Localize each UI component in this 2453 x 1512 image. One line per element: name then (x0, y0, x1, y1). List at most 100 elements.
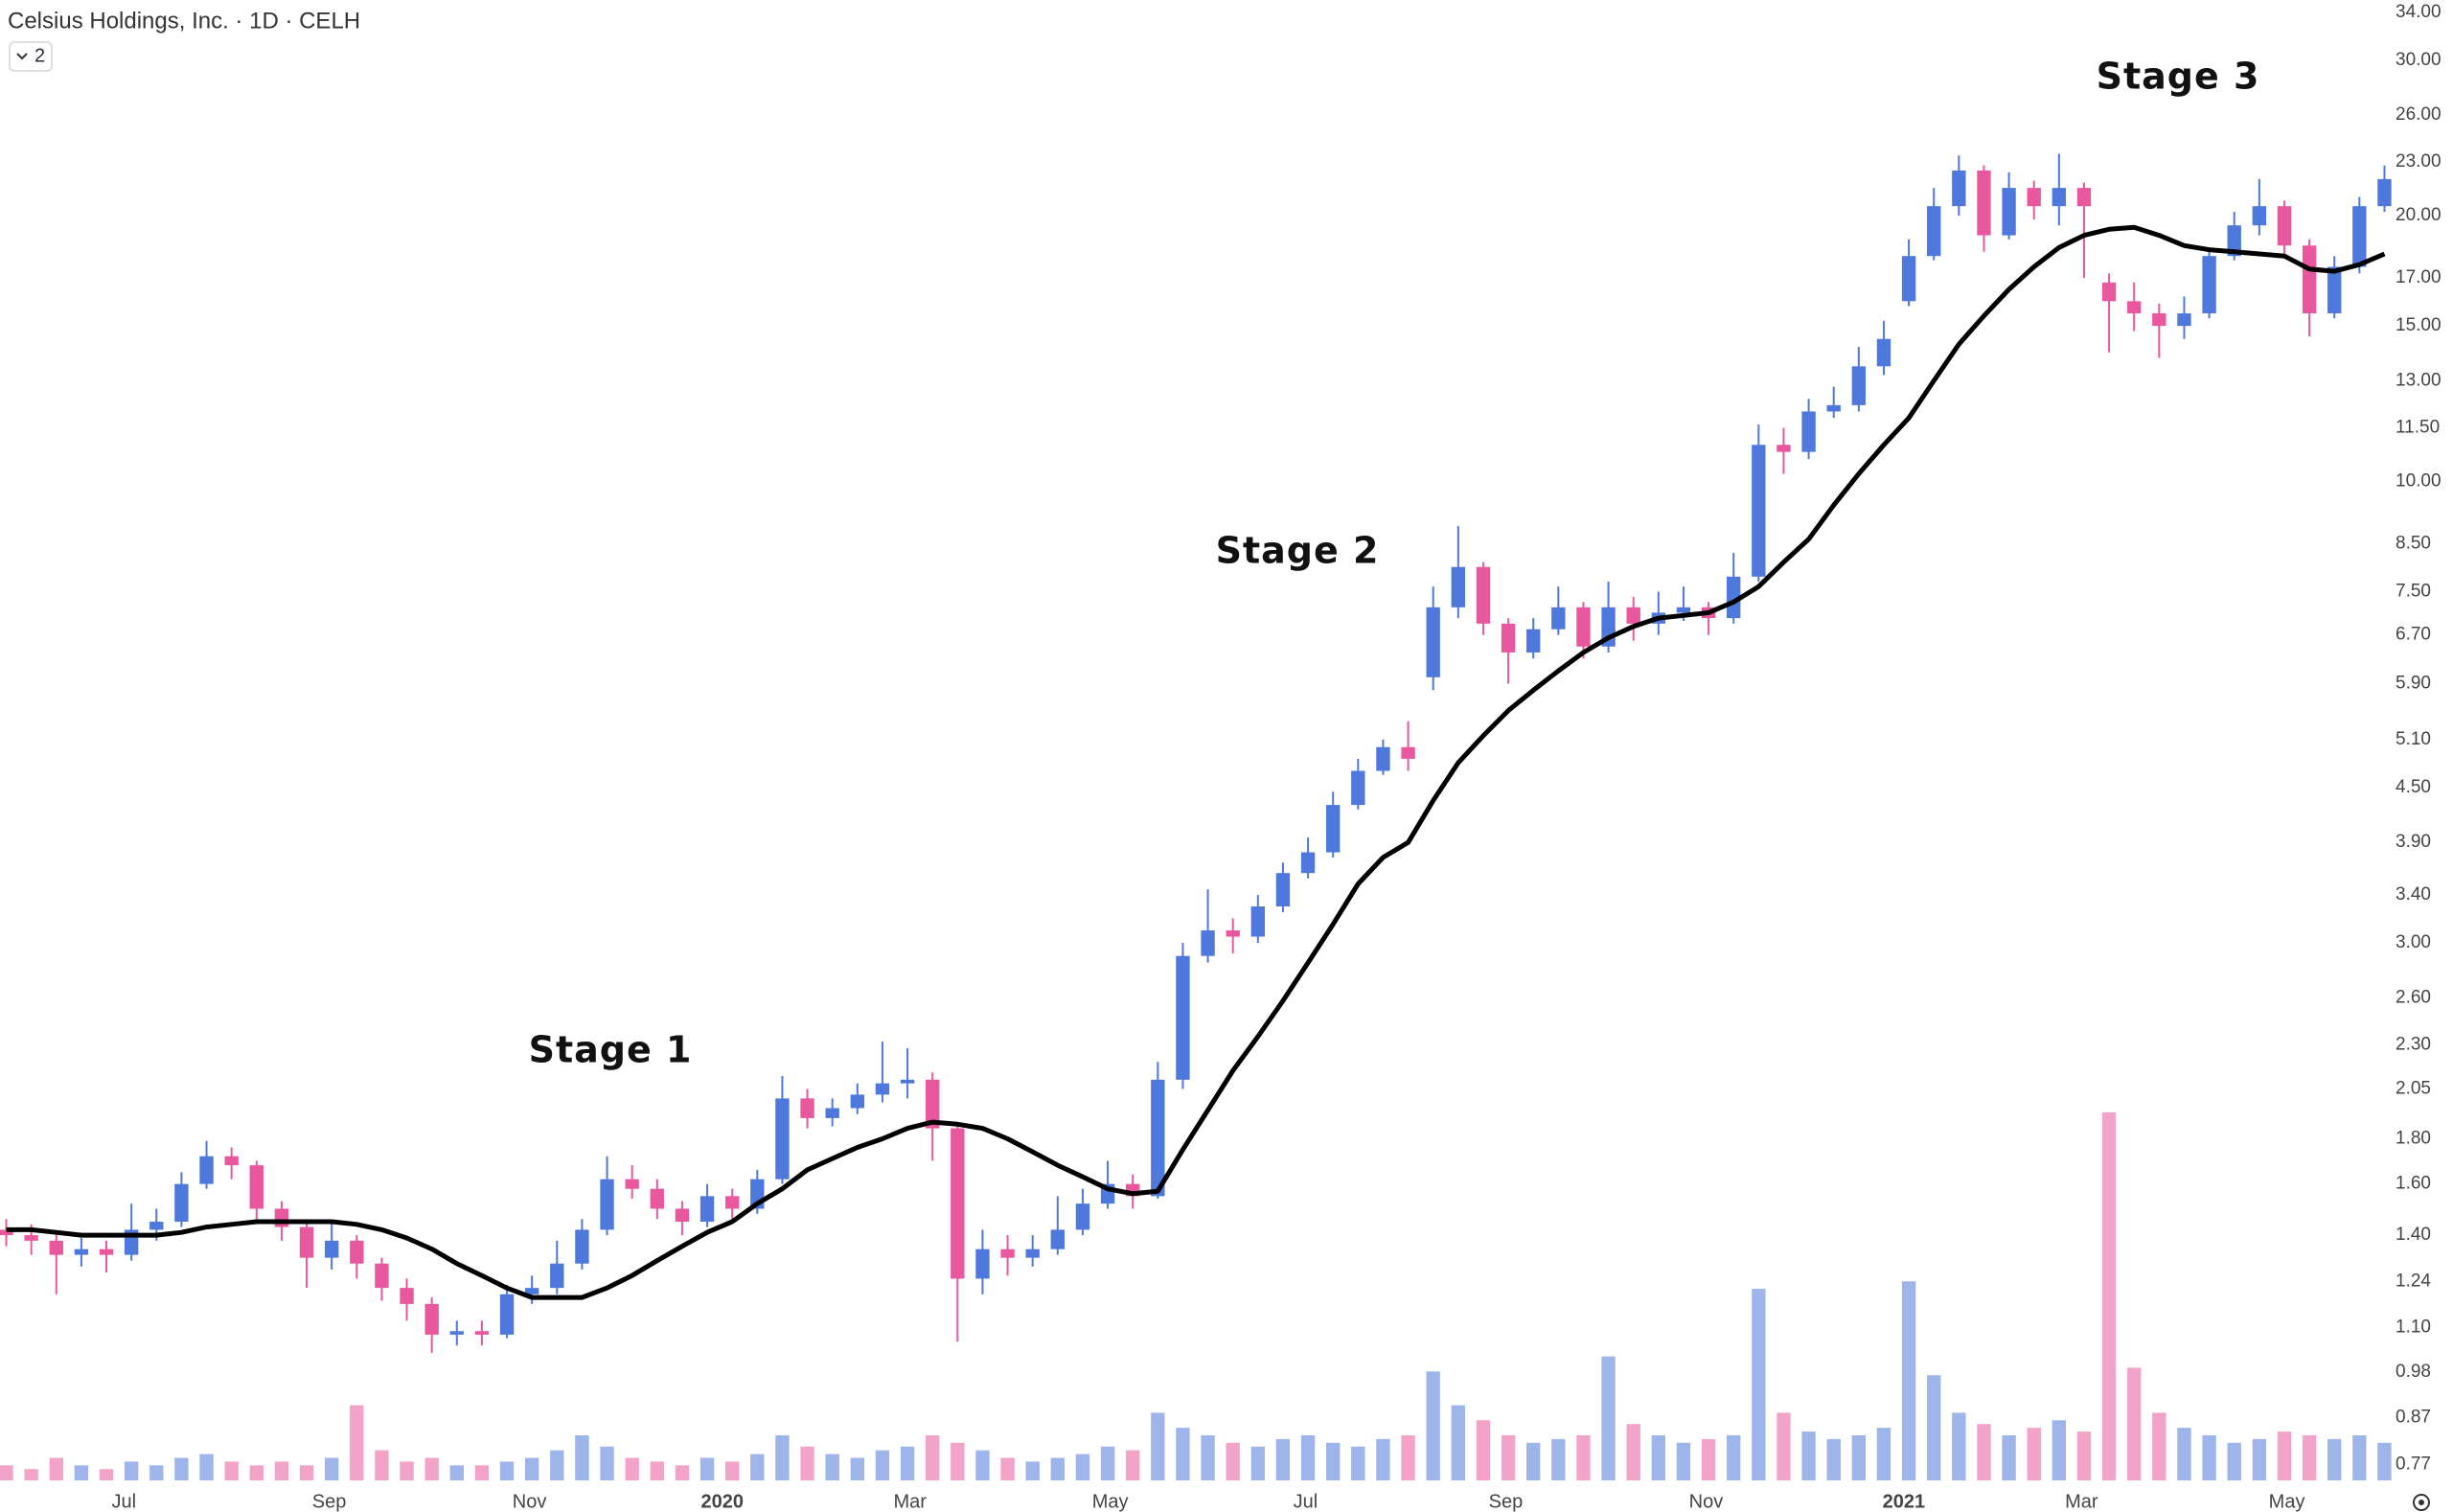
candle-body (400, 1288, 414, 1304)
candle-body (1275, 873, 1291, 907)
indicator-toggle[interactable] (9, 41, 53, 72)
volume-bar (2252, 1438, 2267, 1480)
volume-bar (2052, 1420, 2067, 1480)
volume-bar (699, 1457, 715, 1480)
x-tick-label: Mar (2065, 1491, 2098, 1512)
x-tick-label: 2020 (700, 1491, 744, 1512)
candle-body (499, 1294, 515, 1335)
volume-bar (1476, 1420, 1491, 1480)
candle-body (699, 1196, 715, 1223)
candle-body (1351, 770, 1365, 806)
y-tick-label: 2.30 (2396, 1034, 2431, 1054)
candle-body (1551, 607, 1566, 630)
volume-bar (900, 1446, 915, 1480)
volume-bar (375, 1450, 389, 1480)
candle-body (1801, 411, 1816, 452)
chevron-icon (16, 53, 28, 60)
volume-bar (2352, 1434, 2367, 1480)
candle-body (1626, 607, 1640, 624)
volume-bar (1801, 1432, 1816, 1480)
volume-bar (2227, 1442, 2241, 1480)
y-tick-label: 8.50 (2396, 533, 2431, 553)
volume-bar (2202, 1434, 2216, 1480)
volume-bar (1826, 1438, 1841, 1480)
moving-average-line (6, 224, 2386, 1300)
candle-body (2002, 188, 2016, 236)
y-tick-label: 5.10 (2396, 729, 2431, 749)
volume-bar (1551, 1438, 1566, 1480)
candle-body (1952, 170, 1966, 207)
volume-bar (1351, 1446, 1365, 1480)
volume-bar (975, 1450, 990, 1480)
candle-body (1326, 805, 1341, 853)
settings-ring[interactable] (2413, 1494, 2430, 1511)
y-tick-label: 4.50 (2396, 777, 2431, 797)
candle-body (1451, 566, 1466, 607)
candle-body (1501, 623, 1516, 653)
candle-body (1250, 906, 1265, 937)
y-tick-label: 1.80 (2396, 1129, 2431, 1149)
volume-bar (600, 1446, 614, 1480)
candle-body (1526, 629, 1541, 653)
candle-body (199, 1156, 214, 1184)
volume-bar (750, 1454, 765, 1480)
volume-bar (1451, 1405, 1466, 1480)
volume-bar (850, 1457, 864, 1480)
volume-bar (1275, 1438, 1291, 1480)
candle-body (1927, 206, 1941, 257)
candle-body (625, 1179, 639, 1189)
stage-annotation: Stage 2 (1216, 530, 1380, 572)
y-tick-label: 26.00 (2396, 104, 2442, 125)
volume-bar (174, 1457, 189, 1480)
y-tick-label: 3.40 (2396, 884, 2431, 905)
volume-bar (775, 1434, 790, 1480)
volume-bar (2101, 1111, 2117, 1480)
volume-bar (249, 1465, 264, 1480)
candle-body (2101, 282, 2117, 302)
stage-annotation: Stage 3 (2097, 56, 2260, 98)
candle-body (1752, 445, 1766, 577)
volume-bar (675, 1465, 690, 1480)
candle-body (825, 1108, 839, 1118)
y-tick-label: 1.10 (2396, 1317, 2431, 1338)
volume-bar (800, 1446, 814, 1480)
volume-bar (1601, 1356, 1616, 1480)
candle-body (99, 1249, 114, 1255)
volume-bar (124, 1461, 139, 1480)
volume-bar (1901, 1281, 1916, 1480)
volume-bar (550, 1450, 564, 1480)
indicator-count[interactable]: 2 (34, 45, 45, 66)
candle-body (249, 1165, 264, 1209)
settings-icon[interactable] (2413, 1494, 2430, 1511)
volume-bar (1851, 1434, 1867, 1480)
candle-body (1876, 338, 1891, 367)
volume-bar (1300, 1434, 1316, 1480)
candle-body (49, 1240, 63, 1255)
volume-bar (1376, 1438, 1390, 1480)
candle-body (375, 1263, 389, 1289)
volume-bar (149, 1465, 164, 1480)
y-tick-label: 3.90 (2396, 832, 2431, 852)
volume-bar (1651, 1434, 1666, 1480)
candle-body (2027, 188, 2041, 207)
candle-body (74, 1249, 89, 1255)
candle-body (900, 1079, 915, 1084)
y-tick-label: 7.50 (2396, 582, 2431, 602)
candle-body (775, 1098, 790, 1180)
volume-bar (2002, 1434, 2016, 1480)
candle-body (1376, 746, 1390, 771)
x-tick-label: Mar (893, 1491, 927, 1512)
volume-bar (199, 1454, 214, 1480)
settings-dot[interactable] (2419, 1500, 2424, 1505)
candle-body (1050, 1229, 1065, 1249)
candle-body (1151, 1079, 1165, 1197)
volume-bar (474, 1465, 490, 1480)
volume-bar (424, 1457, 439, 1480)
candle-body (1676, 607, 1691, 613)
candle-body (0, 1229, 13, 1236)
y-tick-label: 1.40 (2396, 1225, 2431, 1245)
candle-body (2127, 301, 2142, 314)
candle-body (925, 1079, 940, 1129)
volume-layer (0, 1111, 2392, 1480)
volume-bar (2152, 1412, 2166, 1480)
